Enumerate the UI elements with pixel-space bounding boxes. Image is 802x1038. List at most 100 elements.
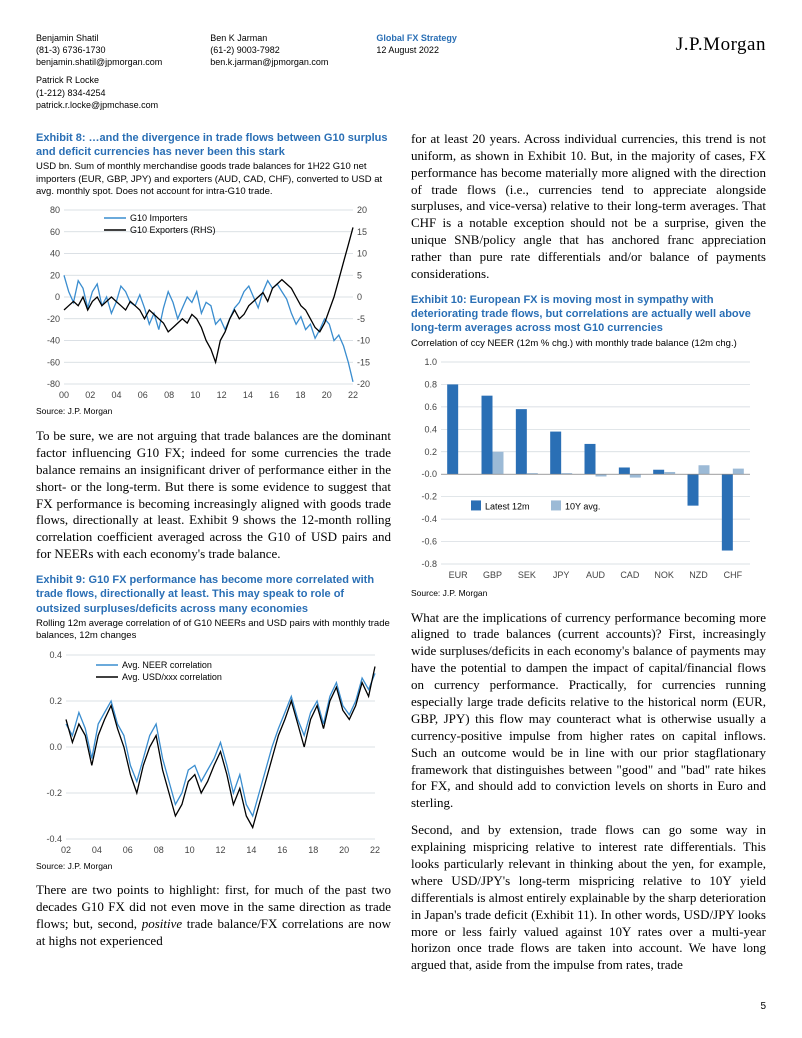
svg-text:-20: -20 [357, 379, 370, 389]
svg-text:12: 12 [217, 390, 227, 400]
svg-text:02: 02 [61, 845, 71, 855]
svg-text:04: 04 [112, 390, 122, 400]
svg-text:0.6: 0.6 [424, 402, 437, 412]
author-name: Benjamin Shatil [36, 32, 162, 44]
svg-text:60: 60 [50, 227, 60, 237]
svg-text:0: 0 [55, 292, 60, 302]
svg-text:-10: -10 [357, 336, 370, 346]
svg-text:0.4: 0.4 [424, 424, 437, 434]
svg-text:-0.4: -0.4 [421, 514, 437, 524]
svg-text:00: 00 [59, 390, 69, 400]
svg-text:5: 5 [357, 271, 362, 281]
svg-text:0: 0 [357, 292, 362, 302]
svg-text:04: 04 [92, 845, 102, 855]
left-column: Exhibit 8: …and the divergence in trade … [36, 131, 391, 984]
svg-text:-15: -15 [357, 358, 370, 368]
svg-text:NOK: NOK [654, 570, 674, 580]
svg-text:G10 Importers: G10 Importers [130, 213, 188, 223]
svg-text:0.4: 0.4 [49, 650, 62, 660]
exhibit10-chart: -0.8-0.6-0.4-0.2-0.00.20.40.60.81.0EURGB… [411, 354, 756, 584]
svg-text:-40: -40 [47, 336, 60, 346]
svg-text:10: 10 [190, 390, 200, 400]
author-1: Benjamin Shatil (81-3) 6736-1730 benjami… [36, 32, 162, 68]
svg-text:14: 14 [243, 390, 253, 400]
svg-text:JPY: JPY [553, 570, 570, 580]
exhibit9-source: Source: J.P. Morgan [36, 861, 391, 872]
para-1: To be sure, we are not arguing that trad… [36, 428, 391, 563]
exhibit8-chart: -80 -60 -40 -20 02 04 06 08 0 -20 -15 -10 -5 0 5 10 15 20… [36, 202, 381, 402]
author-name: Patrick R Locke [36, 74, 158, 86]
exhibit8-sub: USD bn. Sum of monthly merchandise goods… [36, 161, 391, 198]
exhibit8-title: Exhibit 8: …and the divergence in trade … [36, 131, 391, 160]
author-name: Ben K Jarman [210, 32, 328, 44]
svg-text:EUR: EUR [449, 570, 469, 580]
svg-text:10Y avg.: 10Y avg. [565, 502, 600, 512]
page-number: 5 [36, 1000, 766, 1014]
author-email: benjamin.shatil@jpmorgan.com [36, 56, 162, 68]
svg-text:Avg. USD/xxx correlation: Avg. USD/xxx correlation [122, 672, 222, 682]
right-column: for at least 20 years. Across individual… [411, 131, 766, 984]
svg-text:NZD: NZD [689, 570, 708, 580]
svg-text:-0.0: -0.0 [421, 469, 437, 479]
svg-text:0.0: 0.0 [49, 742, 62, 752]
svg-text:12: 12 [215, 845, 225, 855]
svg-text:20: 20 [339, 845, 349, 855]
svg-text:18: 18 [308, 845, 318, 855]
svg-text:08: 08 [164, 390, 174, 400]
jpmorgan-logo: J.P.Morgan [676, 32, 766, 117]
author-email: patrick.r.locke@jpmchase.com [36, 99, 158, 111]
author-phone: (1-212) 834-4254 [36, 87, 158, 99]
svg-text:Avg. NEER correlation: Avg. NEER correlation [122, 660, 212, 670]
svg-text:14: 14 [246, 845, 256, 855]
author-2: Ben K Jarman (61-2) 9003-7982 ben.k.jarm… [210, 32, 328, 68]
svg-text:-0.2: -0.2 [46, 788, 62, 798]
exhibit9-title: Exhibit 9: G10 FX performance has become… [36, 573, 391, 616]
exhibit10-sub: Correlation of ccy NEER (12m % chg.) wit… [411, 338, 766, 350]
svg-text:-5: -5 [357, 314, 365, 324]
para-2b: positive [142, 916, 182, 931]
para-5: Second, and by extension, trade flows ca… [411, 822, 766, 974]
svg-text:02: 02 [85, 390, 95, 400]
svg-text:G10 Exporters (RHS): G10 Exporters (RHS) [130, 225, 216, 235]
svg-text:AUD: AUD [586, 570, 606, 580]
exhibit10-source: Source: J.P. Morgan [411, 588, 766, 599]
svg-text:0.2: 0.2 [49, 696, 62, 706]
author-phone: (81-3) 6736-1730 [36, 44, 162, 56]
svg-text:CAD: CAD [620, 570, 640, 580]
exhibit9-chart: -0.4-0.20.00.20.40204060810121416182022A… [36, 647, 381, 857]
strategy-block: Global FX Strategy 12 August 2022 [376, 32, 457, 68]
svg-text:0.8: 0.8 [424, 380, 437, 390]
svg-text:16: 16 [277, 845, 287, 855]
svg-text:20: 20 [357, 205, 367, 215]
content-columns: Exhibit 8: …and the divergence in trade … [36, 131, 766, 984]
svg-text:22: 22 [370, 845, 380, 855]
svg-text:06: 06 [138, 390, 148, 400]
svg-text:06: 06 [123, 845, 133, 855]
svg-text:-0.4: -0.4 [46, 834, 62, 844]
strategy-title: Global FX Strategy [376, 32, 457, 44]
svg-text:Latest 12m: Latest 12m [485, 502, 530, 512]
svg-text:16: 16 [269, 390, 279, 400]
exhibit9-sub: Rolling 12m average correlation of of G1… [36, 618, 391, 643]
svg-text:-60: -60 [47, 358, 60, 368]
svg-text:20: 20 [50, 271, 60, 281]
svg-text:40: 40 [50, 249, 60, 259]
svg-text:08: 08 [154, 845, 164, 855]
author-3: Patrick R Locke (1-212) 834-4254 patrick… [36, 74, 158, 110]
svg-text:1.0: 1.0 [424, 357, 437, 367]
svg-text:-0.6: -0.6 [421, 537, 437, 547]
author-email: ben.k.jarman@jpmorgan.com [210, 56, 328, 68]
svg-text:18: 18 [295, 390, 305, 400]
svg-text:CHF: CHF [724, 570, 743, 580]
para-2: There are two points to highlight: first… [36, 882, 391, 950]
svg-text:SEK: SEK [518, 570, 536, 580]
svg-text:-20: -20 [47, 314, 60, 324]
page-header: Benjamin Shatil (81-3) 6736-1730 benjami… [36, 32, 766, 117]
exhibit8-source: Source: J.P. Morgan [36, 406, 391, 417]
authors-block: Benjamin Shatil (81-3) 6736-1730 benjami… [36, 32, 457, 117]
author-phone: (61-2) 9003-7982 [210, 44, 328, 56]
exhibit10-title: Exhibit 10: European FX is moving most i… [411, 293, 766, 336]
svg-text:-80: -80 [47, 379, 60, 389]
svg-text:15: 15 [357, 227, 367, 237]
svg-text:-0.8: -0.8 [421, 559, 437, 569]
